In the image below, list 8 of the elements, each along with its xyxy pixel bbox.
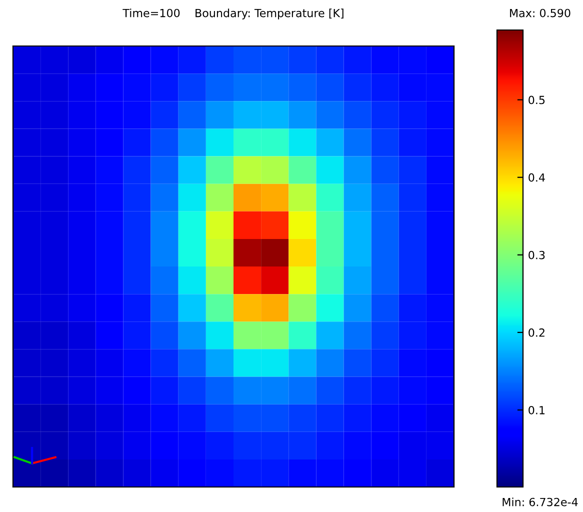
- color-bar-label: 0.1: [528, 406, 545, 414]
- color-bar-label: 0.3: [528, 250, 545, 260]
- text: Min: 6.732e-4: [502, 498, 578, 506]
- color-bar-label: 0.2: [528, 328, 544, 337]
- text: Max: 0.590: [510, 8, 570, 18]
- color-bar-label: 0.5: [528, 96, 545, 104]
- chart-title: Time=100 Boundary: Temperature [K]: [122, 8, 344, 20]
- color-bar-label: 0.4: [528, 173, 545, 182]
